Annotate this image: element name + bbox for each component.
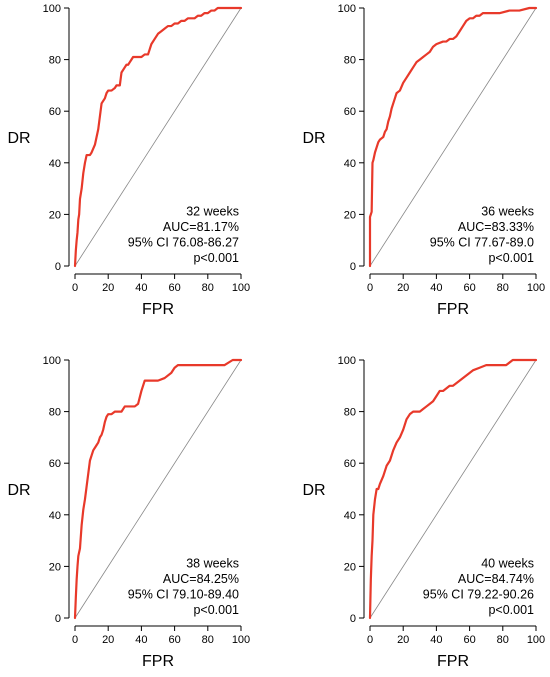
- roc-curve-line: [73, 358, 243, 620]
- x-tick-label: 60: [168, 282, 180, 294]
- x-tick-label: 20: [397, 282, 409, 294]
- y-axis-title: DR: [302, 482, 325, 499]
- y-tick-label: 0: [55, 261, 61, 273]
- x-tick-label: 60: [168, 634, 180, 646]
- x-axis-title: FPR: [437, 653, 469, 670]
- annotation-line: p<0.001: [488, 251, 534, 265]
- reference-diagonal-line: [74, 7, 242, 267]
- y-tick-label: 100: [338, 3, 356, 15]
- x-tick-label: 40: [135, 634, 147, 646]
- y-tick-label: 80: [344, 55, 356, 67]
- y-tick-label: 20: [344, 209, 356, 221]
- annotation-line: AUC=83.33%: [458, 220, 534, 234]
- annotation-line: 38 weeks: [186, 557, 239, 571]
- annotation-line: 95% CI 77.67-89.0: [430, 236, 534, 250]
- x-axis-title: FPR: [142, 653, 174, 670]
- x-tick-label: 80: [497, 634, 509, 646]
- x-tick-label: 100: [232, 282, 250, 294]
- x-tick-label: 60: [463, 634, 475, 646]
- y-tick-label: 20: [49, 561, 61, 573]
- y-tick-label: 80: [344, 407, 356, 419]
- x-tick-label: 0: [72, 282, 78, 294]
- annotation-line: 95% CI 79.22-90.26: [423, 588, 534, 602]
- x-axis-title: FPR: [142, 301, 174, 318]
- y-tick-label: 20: [344, 561, 356, 573]
- x-axis-title: FPR: [437, 301, 469, 318]
- x-tick-label: 20: [397, 634, 409, 646]
- x-tick-label: 0: [367, 634, 373, 646]
- roc-panel-1: 0 20 40 60 80 100 0 20 40 60 80 100 FPR DR 32 weeksAUC…: [7, 3, 250, 318]
- x-tick-label: 20: [102, 282, 114, 294]
- y-tick-label: 80: [49, 407, 61, 419]
- y-tick-label: 40: [344, 158, 356, 170]
- annotation-line: 32 weeks: [186, 205, 239, 219]
- x-tick-label: 0: [72, 634, 78, 646]
- y-tick-label: 0: [350, 613, 356, 625]
- annotation-line: AUC=84.25%: [163, 572, 239, 586]
- x-tick-label: 80: [202, 282, 214, 294]
- y-tick-label: 60: [344, 106, 356, 118]
- reference-diagonal-line: [369, 7, 537, 267]
- y-tick-label: 60: [49, 106, 61, 118]
- x-tick-label: 20: [102, 634, 114, 646]
- x-tick-label: 40: [430, 634, 442, 646]
- x-tick-label: 60: [463, 282, 475, 294]
- roc-curve-line: [368, 6, 538, 268]
- annotation-line: p<0.001: [193, 251, 239, 265]
- y-tick-label: 0: [350, 261, 356, 273]
- roc-curve-line: [368, 358, 538, 620]
- roc-panel-2: 0 20 40 60 80 100 0 20 40 60 80 100 FPR DR 36 weeksAUC…: [302, 3, 545, 318]
- x-tick-label: 40: [135, 282, 147, 294]
- annotation-line: 36 weeks: [481, 205, 534, 219]
- roc-panel-3: 0 20 40 60 80 100 0 20 40 60 80 100 FPR DR 38 weeksAUC…: [7, 355, 250, 670]
- reference-diagonal-line: [74, 359, 242, 619]
- x-tick-label: 100: [527, 634, 545, 646]
- annotation-line: p<0.001: [488, 603, 534, 617]
- y-tick-label: 20: [49, 209, 61, 221]
- y-tick-label: 100: [43, 3, 61, 15]
- annotation-line: 95% CI 79.10-89.40: [128, 588, 239, 602]
- y-tick-label: 60: [344, 458, 356, 470]
- y-tick-label: 0: [55, 613, 61, 625]
- annotation-line: AUC=81.17%: [163, 220, 239, 234]
- annotation-line: AUC=84.74%: [458, 572, 534, 586]
- y-tick-label: 40: [49, 510, 61, 522]
- x-tick-label: 80: [497, 282, 509, 294]
- x-tick-label: 0: [367, 282, 373, 294]
- y-tick-label: 40: [49, 158, 61, 170]
- roc-curve-line: [73, 6, 243, 268]
- y-tick-label: 100: [43, 355, 61, 367]
- x-tick-label: 40: [430, 282, 442, 294]
- y-tick-label: 40: [344, 510, 356, 522]
- roc-panel-4: 0 20 40 60 80 100 0 20 40 60 80 100 FPR DR 40 weeksAUC…: [302, 355, 545, 670]
- x-tick-label: 80: [202, 634, 214, 646]
- x-tick-label: 100: [232, 634, 250, 646]
- y-tick-label: 100: [338, 355, 356, 367]
- y-axis-title: DR: [302, 130, 325, 147]
- annotation-line: 40 weeks: [481, 557, 534, 571]
- x-tick-label: 100: [527, 282, 545, 294]
- y-tick-label: 60: [49, 458, 61, 470]
- y-tick-label: 80: [49, 55, 61, 67]
- annotation-line: p<0.001: [193, 603, 239, 617]
- reference-diagonal-line: [369, 359, 537, 619]
- y-axis-title: DR: [7, 482, 30, 499]
- y-axis-title: DR: [7, 130, 30, 147]
- annotation-line: 95% CI 76.08-86.27: [128, 236, 239, 250]
